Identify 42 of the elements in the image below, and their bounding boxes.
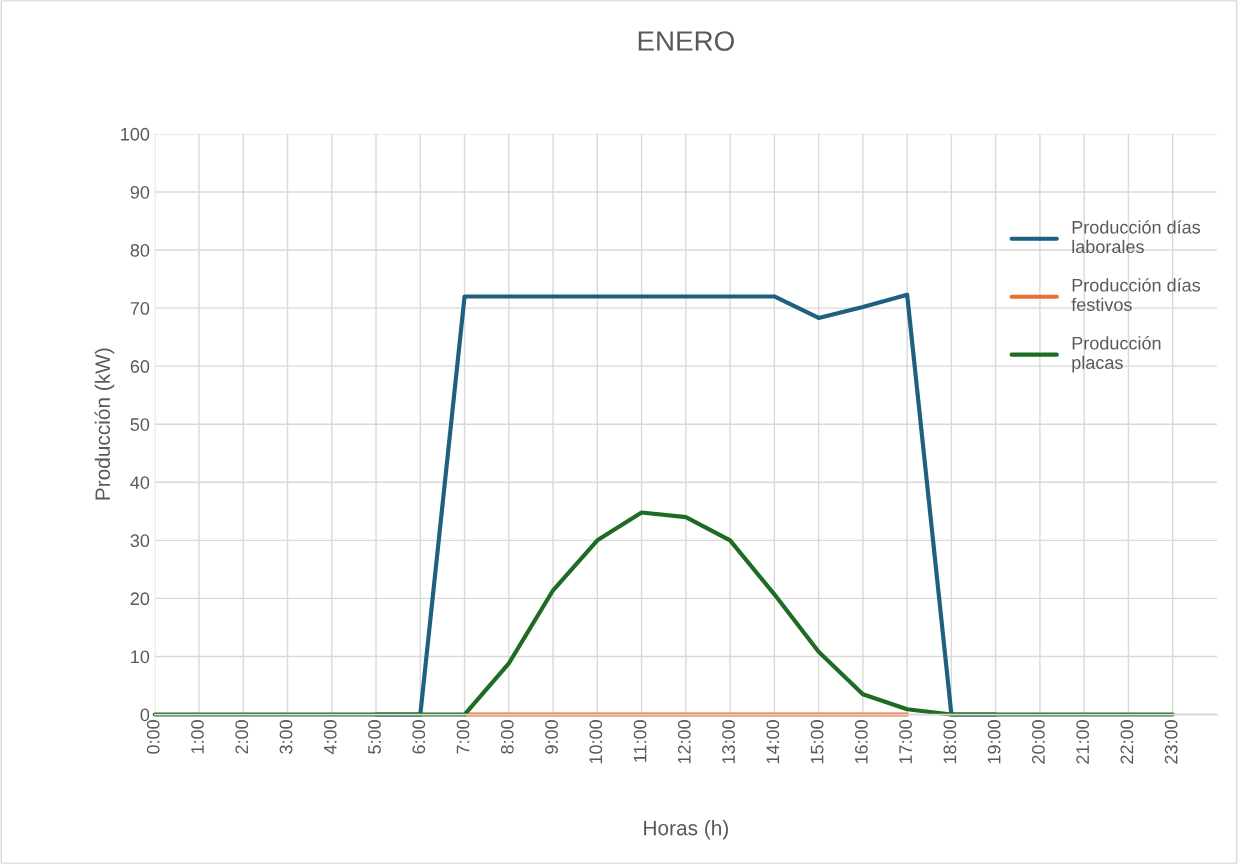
x-tick-label: 16:00 [854,720,868,764]
x-axis-title: Horas (h) [644,820,728,840]
y-tick-label: 70 [130,302,150,315]
legend-label: Producción placas [1072,336,1161,373]
x-tick-label: 0:00 [146,720,160,754]
x-tick-label: 11:00 [633,720,647,762]
legend-label: Producción días festivos [1071,278,1201,312]
x-tick-label: 21:00 [1076,720,1090,764]
x-tick-label: 18:00 [943,720,957,764]
y-tick-label: 40 [130,476,150,489]
x-tick-label: 15:00 [810,720,824,764]
x-tick-label: 3:00 [279,720,293,754]
y-tick-label: 20 [130,592,150,606]
x-tick-label: 20:00 [1031,720,1045,764]
y-tick-label: 90 [130,185,150,199]
y-tick-label: 60 [130,360,150,373]
x-tick-label: 9:00 [545,720,558,754]
x-tick-label: 22:00 [1120,720,1134,764]
y-tick-label: 50 [130,418,150,431]
y-axis-title: Producción (kW) [94,348,115,500]
x-tick-label: 19:00 [987,720,1001,764]
x-tick-label: 6:00 [412,720,426,754]
x-tick-label: 7:00 [456,720,470,754]
y-tick-label: 100 [121,127,150,141]
y-tick-label: 80 [130,243,150,257]
x-tick-label: 13:00 [722,720,735,764]
y-tick-label: 30 [130,534,150,548]
x-tick-label: 17:00 [899,720,912,764]
x-tick-label: 14:00 [766,720,780,764]
x-tick-label: 2:00 [235,720,249,754]
x-tick-label: 12:00 [677,720,691,764]
line-series [152,510,1175,717]
x-tick-label: 4:00 [323,720,337,755]
x-tick-label: 10:00 [589,720,603,764]
y-tick-label: 10 [131,650,150,664]
x-tick-label: 8:00 [500,720,514,754]
x-tick-label: 23:00 [1164,720,1178,764]
y-tick-label: 0 [140,708,150,722]
x-tick-label: 1:00 [191,720,204,754]
x-tick-label: 5:00 [368,720,381,754]
chart-title: ENERO [638,31,734,51]
legend-label: Producción días laborales [1072,220,1201,254]
